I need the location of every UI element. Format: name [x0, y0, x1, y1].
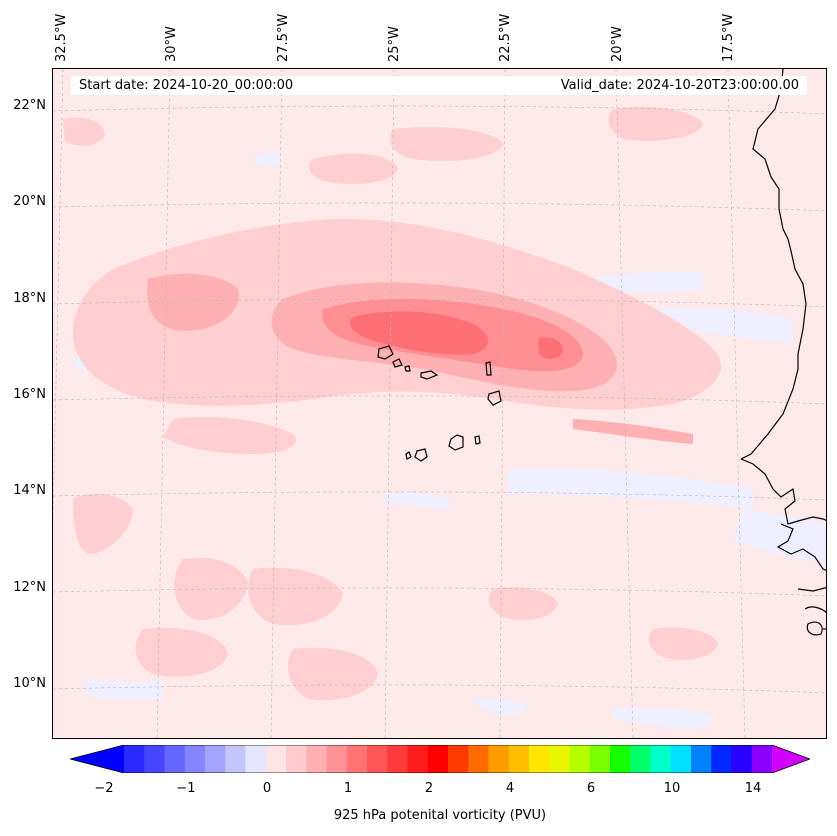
colorbar-tick: 6	[586, 781, 596, 796]
colorbar-swatch	[731, 745, 753, 773]
colorbar-swatch	[265, 745, 287, 773]
negative-pv-patches	[73, 152, 826, 729]
colorbar-label: 925 hPa potenital vorticity (PVU)	[333, 808, 547, 823]
colorbar-swatch	[508, 745, 530, 773]
pv-band-max	[349, 311, 563, 359]
colorbar-swatch	[286, 745, 307, 773]
lat-label-20n: 20°N	[13, 194, 46, 209]
colorbar-swatch	[387, 745, 408, 773]
lat-label-14n: 14°N	[13, 483, 46, 498]
date-info-bar: Start date: 2024-10-20_00:00:00 Valid_da…	[71, 76, 807, 95]
colorbar-swatch	[529, 745, 550, 773]
colorbar-tick: −2	[94, 781, 114, 796]
colorbar-under-arrow	[70, 745, 124, 773]
colorbar-swatch	[670, 745, 692, 773]
colorbar-tick: 14	[744, 781, 762, 796]
colorbar-swatch	[549, 745, 570, 773]
lat-label-18n: 18°N	[13, 291, 46, 306]
lat-label-10n: 10°N	[13, 676, 46, 691]
colorbar-swatch	[610, 745, 631, 773]
colorbar-swatch	[751, 745, 773, 773]
start-date-text: Start date: 2024-10-20_00:00:00	[79, 78, 294, 93]
lon-label-27.5w: 27.5°W	[276, 13, 291, 62]
valid-date-text: Valid_date: 2024-10-20T23:00:00.00	[560, 78, 799, 93]
lat-label-16n: 16°N	[13, 387, 46, 402]
colorbar-swatch	[326, 745, 348, 773]
colorbar-swatch	[306, 745, 327, 773]
lon-label-22.5w: 22.5°W	[498, 13, 513, 62]
lon-label-25w: 25°W	[387, 26, 402, 62]
map-panel	[52, 68, 827, 739]
colorbar-swatch	[650, 745, 672, 773]
colorbar-swatch	[144, 745, 165, 773]
lon-label-32.5w: 32.5°W	[54, 13, 69, 62]
colorbar-tick: −1	[176, 781, 196, 796]
colorbar-swatch	[488, 745, 510, 773]
colorbar-swatch	[245, 745, 267, 773]
colorbar-swatch	[184, 745, 206, 773]
colorbar-swatch	[164, 745, 186, 773]
colorbar-swatch	[448, 745, 469, 773]
lat-label-12n: 12°N	[13, 580, 46, 595]
colorbar-swatch	[225, 745, 246, 773]
colorbar	[70, 745, 810, 773]
colorbar-swatch	[468, 745, 489, 773]
colorbar-swatch	[407, 745, 429, 773]
colorbar-over-arrow	[772, 745, 810, 773]
colorbar-tick: 4	[505, 781, 515, 796]
colorbar-tick: 2	[424, 781, 434, 796]
colorbar-swatch	[569, 745, 591, 773]
colorbar-tick: 0	[262, 781, 272, 796]
pv-band-light	[63, 107, 721, 701]
colorbar-swatch	[205, 745, 226, 773]
lon-label-30w: 30°W	[164, 26, 179, 62]
coastline	[740, 69, 826, 636]
islands	[377, 345, 502, 462]
lat-label-22n: 22°N	[13, 98, 46, 113]
colorbar-swatch	[124, 745, 145, 773]
lon-label-17.5w: 17.5°W	[721, 13, 736, 62]
colorbar-tick: 10	[663, 781, 681, 796]
colorbar-swatch	[589, 745, 611, 773]
lon-label-20w: 20°W	[610, 26, 625, 62]
colorbar-tick: 1	[343, 781, 353, 796]
colorbar-swatch	[630, 745, 651, 773]
graticule	[53, 69, 826, 738]
pv-field	[53, 69, 826, 738]
colorbar-swatch	[691, 745, 712, 773]
colorbar-swatch	[346, 745, 368, 773]
colorbar-swatch	[711, 745, 732, 773]
colorbar-swatch	[427, 745, 449, 773]
colorbar-swatch	[367, 745, 388, 773]
